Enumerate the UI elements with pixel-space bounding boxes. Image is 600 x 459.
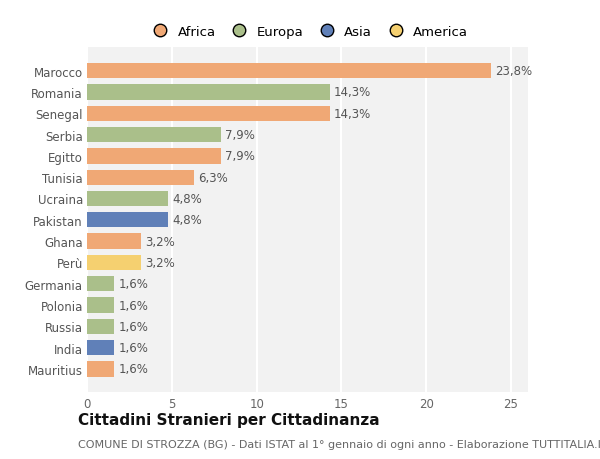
Text: COMUNE DI STROZZA (BG) - Dati ISTAT al 1° gennaio di ogni anno - Elaborazione TU: COMUNE DI STROZZA (BG) - Dati ISTAT al 1…: [78, 440, 600, 449]
Bar: [87, 64, 491, 79]
Text: 3,2%: 3,2%: [146, 257, 175, 269]
Text: 6,3%: 6,3%: [198, 171, 228, 184]
Bar: [87, 340, 114, 356]
Bar: [87, 106, 329, 122]
Bar: [87, 319, 114, 334]
Bar: [87, 213, 169, 228]
Text: 7,9%: 7,9%: [225, 150, 255, 163]
Text: 4,8%: 4,8%: [173, 193, 202, 206]
Bar: [87, 234, 141, 249]
Text: 1,6%: 1,6%: [118, 363, 148, 375]
Text: 7,9%: 7,9%: [225, 129, 255, 142]
Text: 1,6%: 1,6%: [118, 320, 148, 333]
Bar: [87, 276, 114, 292]
Bar: [87, 85, 329, 101]
Text: 1,6%: 1,6%: [118, 278, 148, 291]
Legend: Africa, Europa, Asia, America: Africa, Europa, Asia, America: [142, 20, 473, 44]
Bar: [87, 149, 221, 164]
Bar: [87, 255, 141, 270]
Text: 4,8%: 4,8%: [173, 214, 202, 227]
Bar: [87, 362, 114, 377]
Bar: [87, 128, 221, 143]
Text: 14,3%: 14,3%: [334, 86, 371, 99]
Bar: [87, 170, 194, 185]
Bar: [87, 298, 114, 313]
Text: 14,3%: 14,3%: [334, 107, 371, 121]
Bar: [87, 191, 169, 207]
Text: 1,6%: 1,6%: [118, 341, 148, 354]
Text: 23,8%: 23,8%: [495, 65, 532, 78]
Text: Cittadini Stranieri per Cittadinanza: Cittadini Stranieri per Cittadinanza: [78, 413, 380, 428]
Text: 3,2%: 3,2%: [146, 235, 175, 248]
Text: 1,6%: 1,6%: [118, 299, 148, 312]
